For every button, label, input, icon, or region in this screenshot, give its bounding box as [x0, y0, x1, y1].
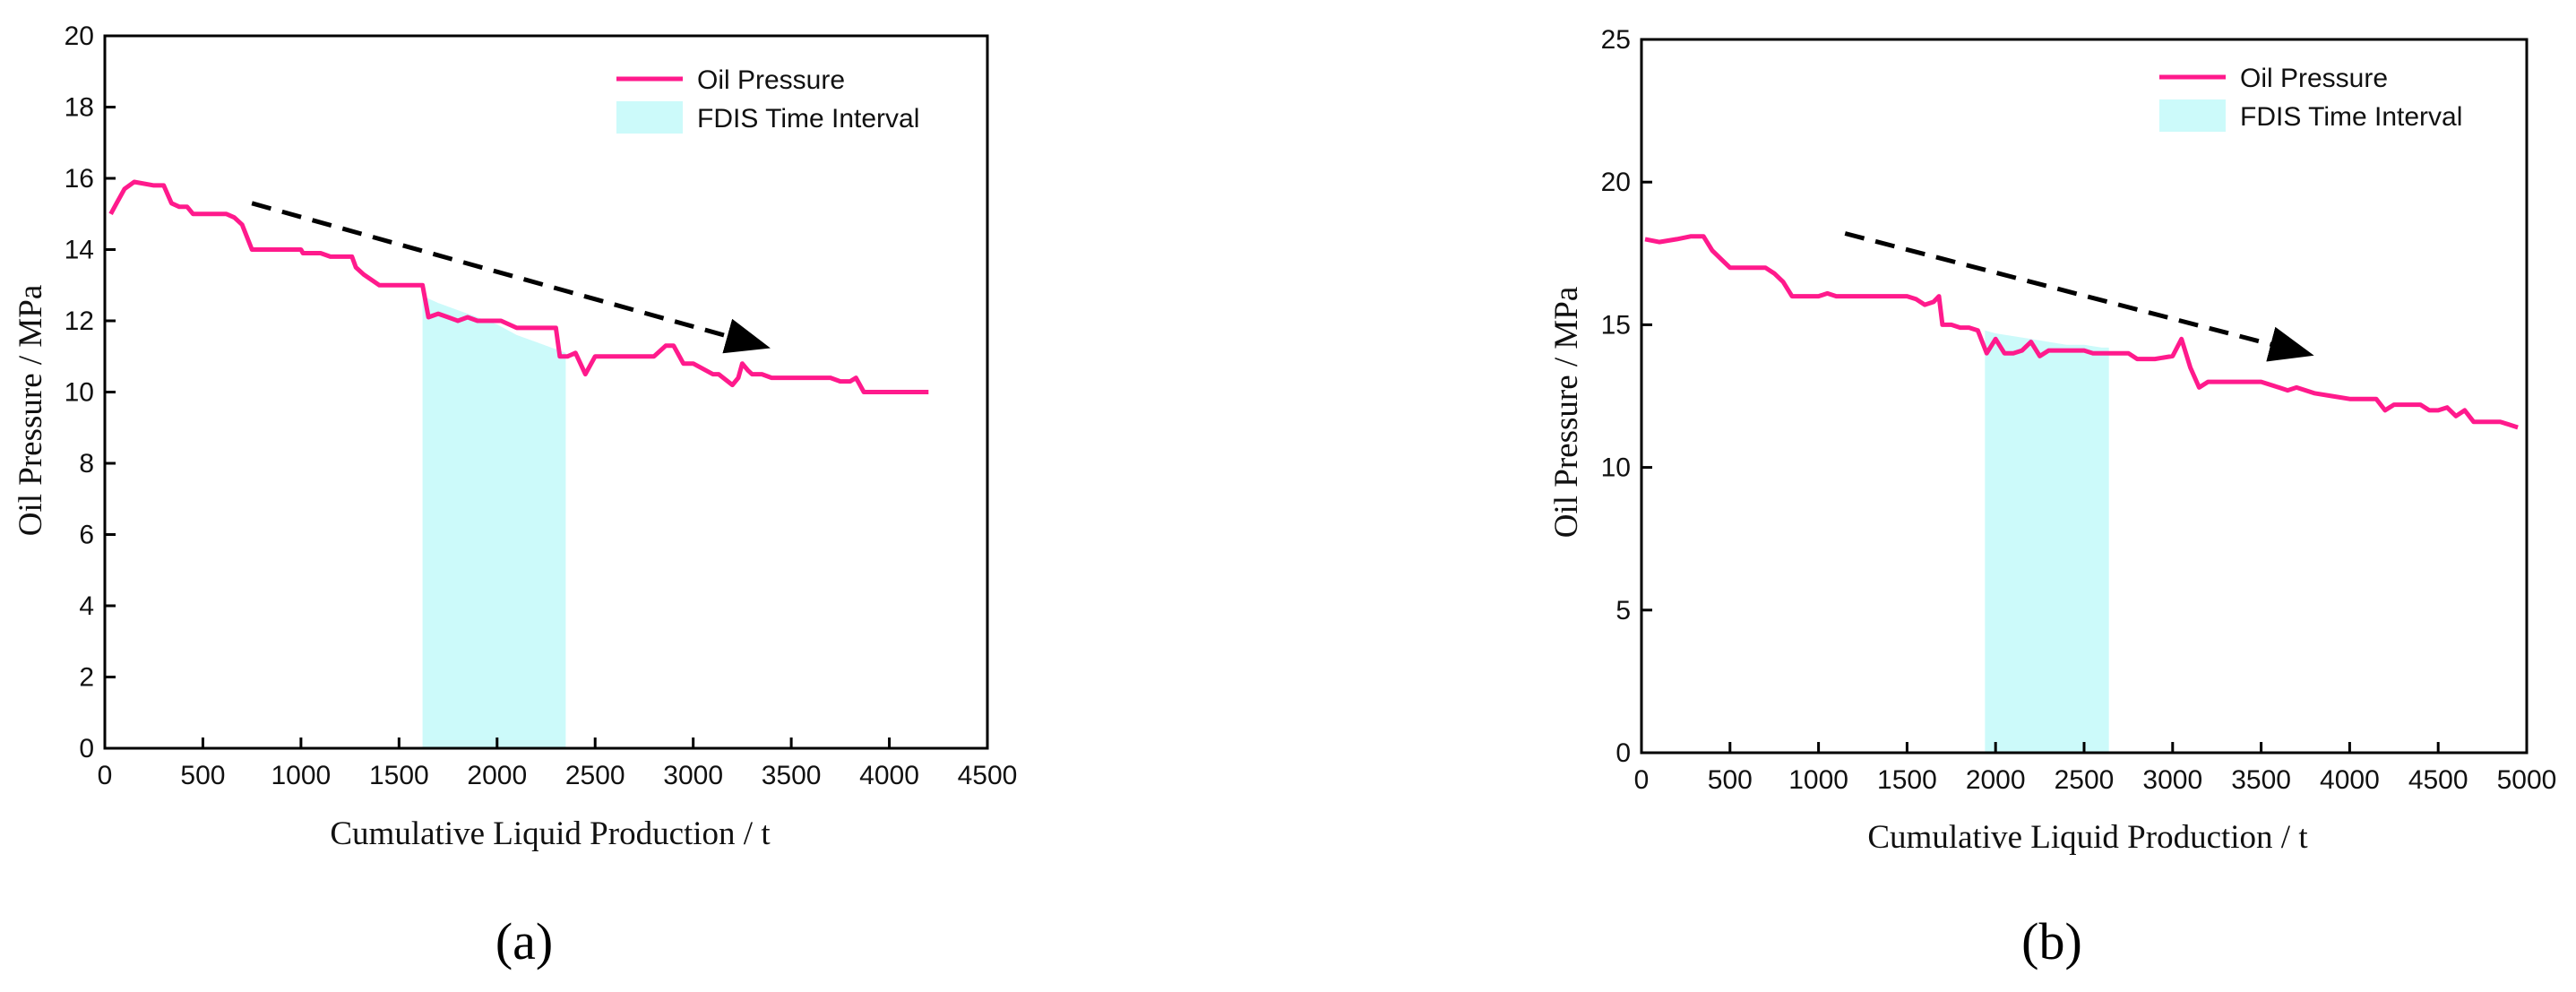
trend-arrow-a [251, 201, 771, 354]
x-tick-label: 2000 [467, 761, 527, 790]
x-tick-label: 3000 [2142, 765, 2202, 795]
legend-band-swatch-b [2159, 99, 2226, 132]
fdis-band-b [1985, 330, 2109, 753]
y-tick-label: 20 [65, 22, 94, 51]
y-tick-label: 0 [79, 734, 94, 763]
y-ticks-a: 0 2 4 6 8 10 12 14 16 18 20 [65, 22, 116, 763]
chart-a: 0 500 1000 1500 2000 2500 3000 3500 4000 4500 0 2 4… [13, 22, 1017, 970]
y-tick-label: 8 [79, 449, 94, 479]
x-tick-label: 1500 [369, 761, 429, 790]
x-tick-label: 4000 [859, 761, 919, 790]
x-tick-label: 1000 [1788, 765, 1848, 795]
x-tick-label: 2000 [1966, 765, 2026, 795]
legend-label-oil-pressure-b: Oil Pressure [2240, 64, 2388, 93]
trend-arrow-b [1844, 231, 2314, 362]
y-tick-label: 0 [1615, 738, 1631, 768]
x-tick-label: 4000 [2320, 765, 2380, 795]
chart-b: 0 500 1000 1500 2000 2500 3000 3500 4000 4500 5000… [1548, 25, 2556, 970]
x-tick-label: 1000 [271, 761, 332, 790]
y-tick-label: 25 [1601, 25, 1631, 55]
panel-label-b: (b) [2021, 912, 2082, 970]
x-tick-label: 500 [1708, 765, 1753, 795]
y-tick-label: 16 [65, 164, 94, 194]
legend-a: Oil Pressure FDIS Time Interval [616, 65, 919, 134]
y-tick-label: 12 [65, 306, 94, 336]
x-tick-label: 4500 [2408, 765, 2468, 795]
x-tick-label: 1500 [1877, 765, 1937, 795]
plot-frame-b [1640, 38, 2529, 755]
x-tick-label: 500 [180, 761, 225, 790]
y-axis-title-a: Oil Pressure / MPa [13, 285, 49, 537]
x-tick-label: 2500 [565, 761, 625, 790]
fdis-band-a [422, 296, 566, 748]
legend-label-oil-pressure-a: Oil Pressure [697, 65, 845, 95]
x-tick-label: 3500 [762, 761, 822, 790]
x-tick-label: 2500 [2055, 765, 2115, 795]
y-tick-label: 6 [79, 521, 94, 550]
plot-frame-a [103, 34, 989, 750]
x-tick-label: 0 [1634, 765, 1650, 795]
legend-band-swatch-a [616, 101, 683, 134]
y-tick-label: 5 [1615, 596, 1631, 625]
x-axis-title-b: Cumulative Liquid Production / t [1867, 819, 2308, 856]
x-tick-label: 5000 [2497, 765, 2557, 795]
x-ticks-b: 0 500 1000 1500 2000 2500 3000 3500 4000 4500 5000 [1634, 742, 2557, 795]
x-axis-title-a: Cumulative Liquid Production / t [330, 815, 771, 852]
legend-label-fdis-a: FDIS Time Interval [697, 104, 919, 134]
y-tick-label: 20 [1601, 168, 1631, 197]
y-tick-label: 10 [1601, 453, 1631, 483]
y-ticks-b: 0 5 10 15 20 25 [1601, 25, 1652, 768]
x-ticks-a: 0 500 1000 1500 2000 2500 3000 3500 4000 4500 [98, 738, 1018, 790]
y-tick-label: 15 [1601, 310, 1631, 340]
y-tick-label: 14 [65, 236, 94, 265]
oil-pressure-line-b [1644, 234, 2519, 430]
y-tick-label: 4 [79, 591, 94, 621]
y-tick-label: 2 [79, 663, 94, 693]
legend-label-fdis-b: FDIS Time Interval [2240, 102, 2462, 132]
y-axis-title-b: Oil Pressure / MPa [1548, 287, 1585, 539]
x-tick-label: 3500 [2231, 765, 2291, 795]
legend-b: Oil Pressure FDIS Time Interval [2159, 64, 2462, 132]
x-tick-label: 4500 [958, 761, 1018, 790]
x-tick-label: 0 [98, 761, 113, 790]
oil-pressure-line-a [108, 179, 929, 394]
y-tick-label: 10 [65, 378, 94, 408]
panel-label-a: (a) [495, 912, 553, 970]
y-tick-label: 18 [65, 93, 94, 123]
x-tick-label: 3000 [663, 761, 723, 790]
